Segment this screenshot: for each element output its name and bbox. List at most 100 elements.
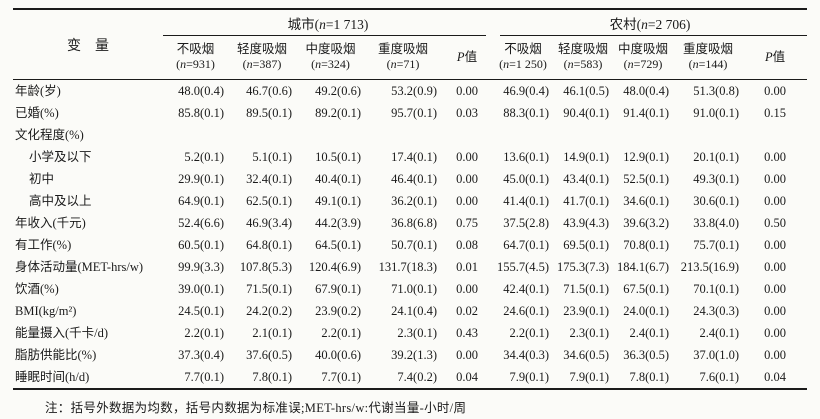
urban-value	[228, 124, 296, 146]
urban-value: 2.2(0.1)	[184, 326, 224, 340]
variable-column-header: 变 量	[13, 9, 163, 80]
urban-value: 46.4(0.1)	[391, 172, 437, 186]
paren-close: )	[685, 17, 691, 32]
table-row: 脂肪供能比(%) 37.3(0.4) 37.6(0.5) 40.0(0.6) 39.2(…	[13, 344, 807, 366]
variable-label: 有工作(%)	[15, 238, 72, 252]
rural-value: 7.9(0.1)	[509, 370, 550, 384]
urban-value: 64.5(0.1)	[315, 238, 361, 252]
rural-value: 49.3(0.1)	[693, 172, 740, 186]
table-row: 年收入(千元) 52.4(6.6) 46.9(3.4) 44.2(3.9) 36.8(6…	[13, 212, 807, 234]
group-header-row: 变 量 城市(n=1 713) 农村(n=2 706)	[13, 9, 808, 80]
count-value: =71	[396, 57, 416, 71]
urban-pvalue: 0.00	[456, 194, 478, 208]
paren-close: )	[277, 57, 282, 71]
col-header-label: 重度吸烟	[683, 42, 734, 56]
paper-table-page: 变 量 城市(n=1 713) 农村(n=2 706) 不吸烟 (n=931) 轻度…	[0, 8, 820, 419]
rural-value: 52.5(0.1)	[623, 172, 670, 186]
urban-value: 67.9(0.1)	[315, 282, 361, 296]
n-symbol: n	[503, 57, 510, 71]
col-header-label: 轻度吸烟	[558, 42, 609, 56]
paren-close: )	[723, 57, 728, 71]
urban-pvalue: 0.75	[456, 216, 478, 230]
n-symbol: n	[246, 57, 253, 71]
count-value: =1 250	[509, 57, 543, 71]
rural-value: 64.7(0.1)	[503, 238, 550, 252]
variable-label: 能量摄入(千卡/d)	[15, 326, 109, 340]
urban-value: 32.4(0.1)	[246, 172, 292, 186]
rural-value: 2.2(0.1)	[509, 326, 550, 340]
rural-pvalue: 0.00	[764, 238, 786, 252]
variable-label: 小学及以下	[29, 150, 92, 164]
rural-value: 37.5(2.8)	[503, 216, 550, 230]
rural-value: 75.7(0.1)	[693, 238, 740, 252]
rural-pvalue: 0.00	[764, 282, 786, 296]
rural-pvalue: 0.00	[764, 304, 786, 318]
rural-value: 184.1(6.7)	[616, 260, 670, 274]
p-symbol: P	[456, 49, 465, 64]
n-symbol: n	[390, 57, 397, 71]
rural-value: 34.4(0.3)	[503, 348, 550, 362]
rural-pvalue: 0.04	[764, 370, 786, 384]
urban-value: 71.5(0.1)	[246, 282, 292, 296]
urban-value: 62.5(0.1)	[246, 194, 292, 208]
rural-value: 175.3(7.3)	[556, 260, 610, 274]
table-row: 初中 29.9(0.1) 32.4(0.1) 40.4(0.1) 46.4(0.1) 0.…	[13, 168, 807, 190]
variable-label: 身体活动量(MET-hrs/w)	[15, 260, 144, 274]
count-value: =387	[252, 57, 278, 71]
urban-value: 46.7(0.6)	[246, 84, 292, 98]
rural-value: 45.0(0.1)	[503, 172, 550, 186]
urban-value: 46.9(3.4)	[246, 216, 292, 230]
rural-value: 7.6(0.1)	[699, 370, 740, 384]
table-row: 饮酒(%) 39.0(0.1) 71.5(0.1) 67.9(0.1) 71.0(0.1…	[13, 278, 807, 300]
col-header-label: 轻度吸烟	[236, 42, 287, 56]
rural-value: 7.8(0.1)	[629, 370, 670, 384]
subheader-row: 不吸烟 (n=931) 轻度吸烟 (n=387) 中度吸烟 (n=324) 重度吸烟 (n=7…	[13, 36, 808, 80]
rural-value: 43.4(0.1)	[563, 172, 610, 186]
urban-value: 10.5(0.1)	[315, 150, 361, 164]
table-row: 有工作(%) 60.5(0.1) 64.8(0.1) 64.5(0.1) 50.7(0.…	[13, 234, 807, 256]
col-header-urban-pvalue: P值	[441, 36, 494, 80]
rural-value: 41.4(0.1)	[503, 194, 550, 208]
urban-value: 23.9(0.2)	[315, 304, 361, 318]
rural-pvalue	[743, 124, 807, 146]
urban-value: 24.5(0.1)	[178, 304, 224, 318]
rural-value: 91.4(0.1)	[623, 106, 670, 120]
group-name: 城市	[287, 17, 315, 32]
rural-value: 34.6(0.5)	[563, 348, 610, 362]
urban-value: 37.6(0.5)	[246, 348, 292, 362]
rural-value	[553, 124, 613, 146]
rural-value: 2.3(0.1)	[569, 326, 610, 340]
col-header-count: (n=387)	[228, 57, 296, 72]
rural-value: 42.4(0.1)	[503, 282, 550, 296]
table-row: 睡眠时间(h/d) 7.7(0.1) 7.8(0.1) 7.7(0.1) 7.4(0.2…	[13, 366, 807, 389]
variable-label: 文化程度(%)	[15, 128, 84, 142]
table-row: 年龄(岁) 48.0(0.4) 46.7(0.6) 49.2(0.6) 53.2(0.9…	[13, 80, 807, 103]
p-text: 值	[772, 49, 786, 64]
urban-value: 44.2(3.9)	[315, 216, 361, 230]
rural-value: 20.1(0.1)	[693, 150, 740, 164]
rural-value	[613, 124, 673, 146]
urban-value: 89.2(0.1)	[315, 106, 361, 120]
paren-open: (	[623, 57, 628, 71]
stats-table: 变 量 城市(n=1 713) 农村(n=2 706) 不吸烟 (n=931) 轻度…	[13, 8, 808, 390]
group-name: 农村	[609, 17, 637, 32]
col-header-urban-0: 不吸烟 (n=931)	[163, 36, 228, 80]
urban-value: 40.4(0.1)	[315, 172, 361, 186]
rural-value: 90.4(0.1)	[563, 106, 610, 120]
p-symbol: P	[764, 49, 773, 64]
rural-pvalue: 0.00	[764, 194, 786, 208]
col-header-label: 中度吸烟	[305, 42, 356, 56]
variable-label: 已婚(%)	[15, 106, 59, 120]
urban-pvalue: 0.43	[456, 326, 478, 340]
n-symbol: n	[180, 57, 187, 71]
col-header-rural-3: 重度吸烟 (n=144)	[673, 36, 744, 80]
urban-value: 2.2(0.1)	[321, 326, 361, 340]
urban-pvalue: 0.00	[456, 282, 478, 296]
col-header-label: 不吸烟	[504, 42, 542, 56]
rural-pvalue: 0.00	[764, 326, 786, 340]
rural-value: 36.3(0.5)	[623, 348, 670, 362]
paren-close: )	[542, 57, 547, 71]
n-symbol: n	[567, 57, 574, 71]
rural-value: 213.5(16.9)	[680, 260, 740, 274]
urban-value: 49.2(0.6)	[315, 84, 361, 98]
